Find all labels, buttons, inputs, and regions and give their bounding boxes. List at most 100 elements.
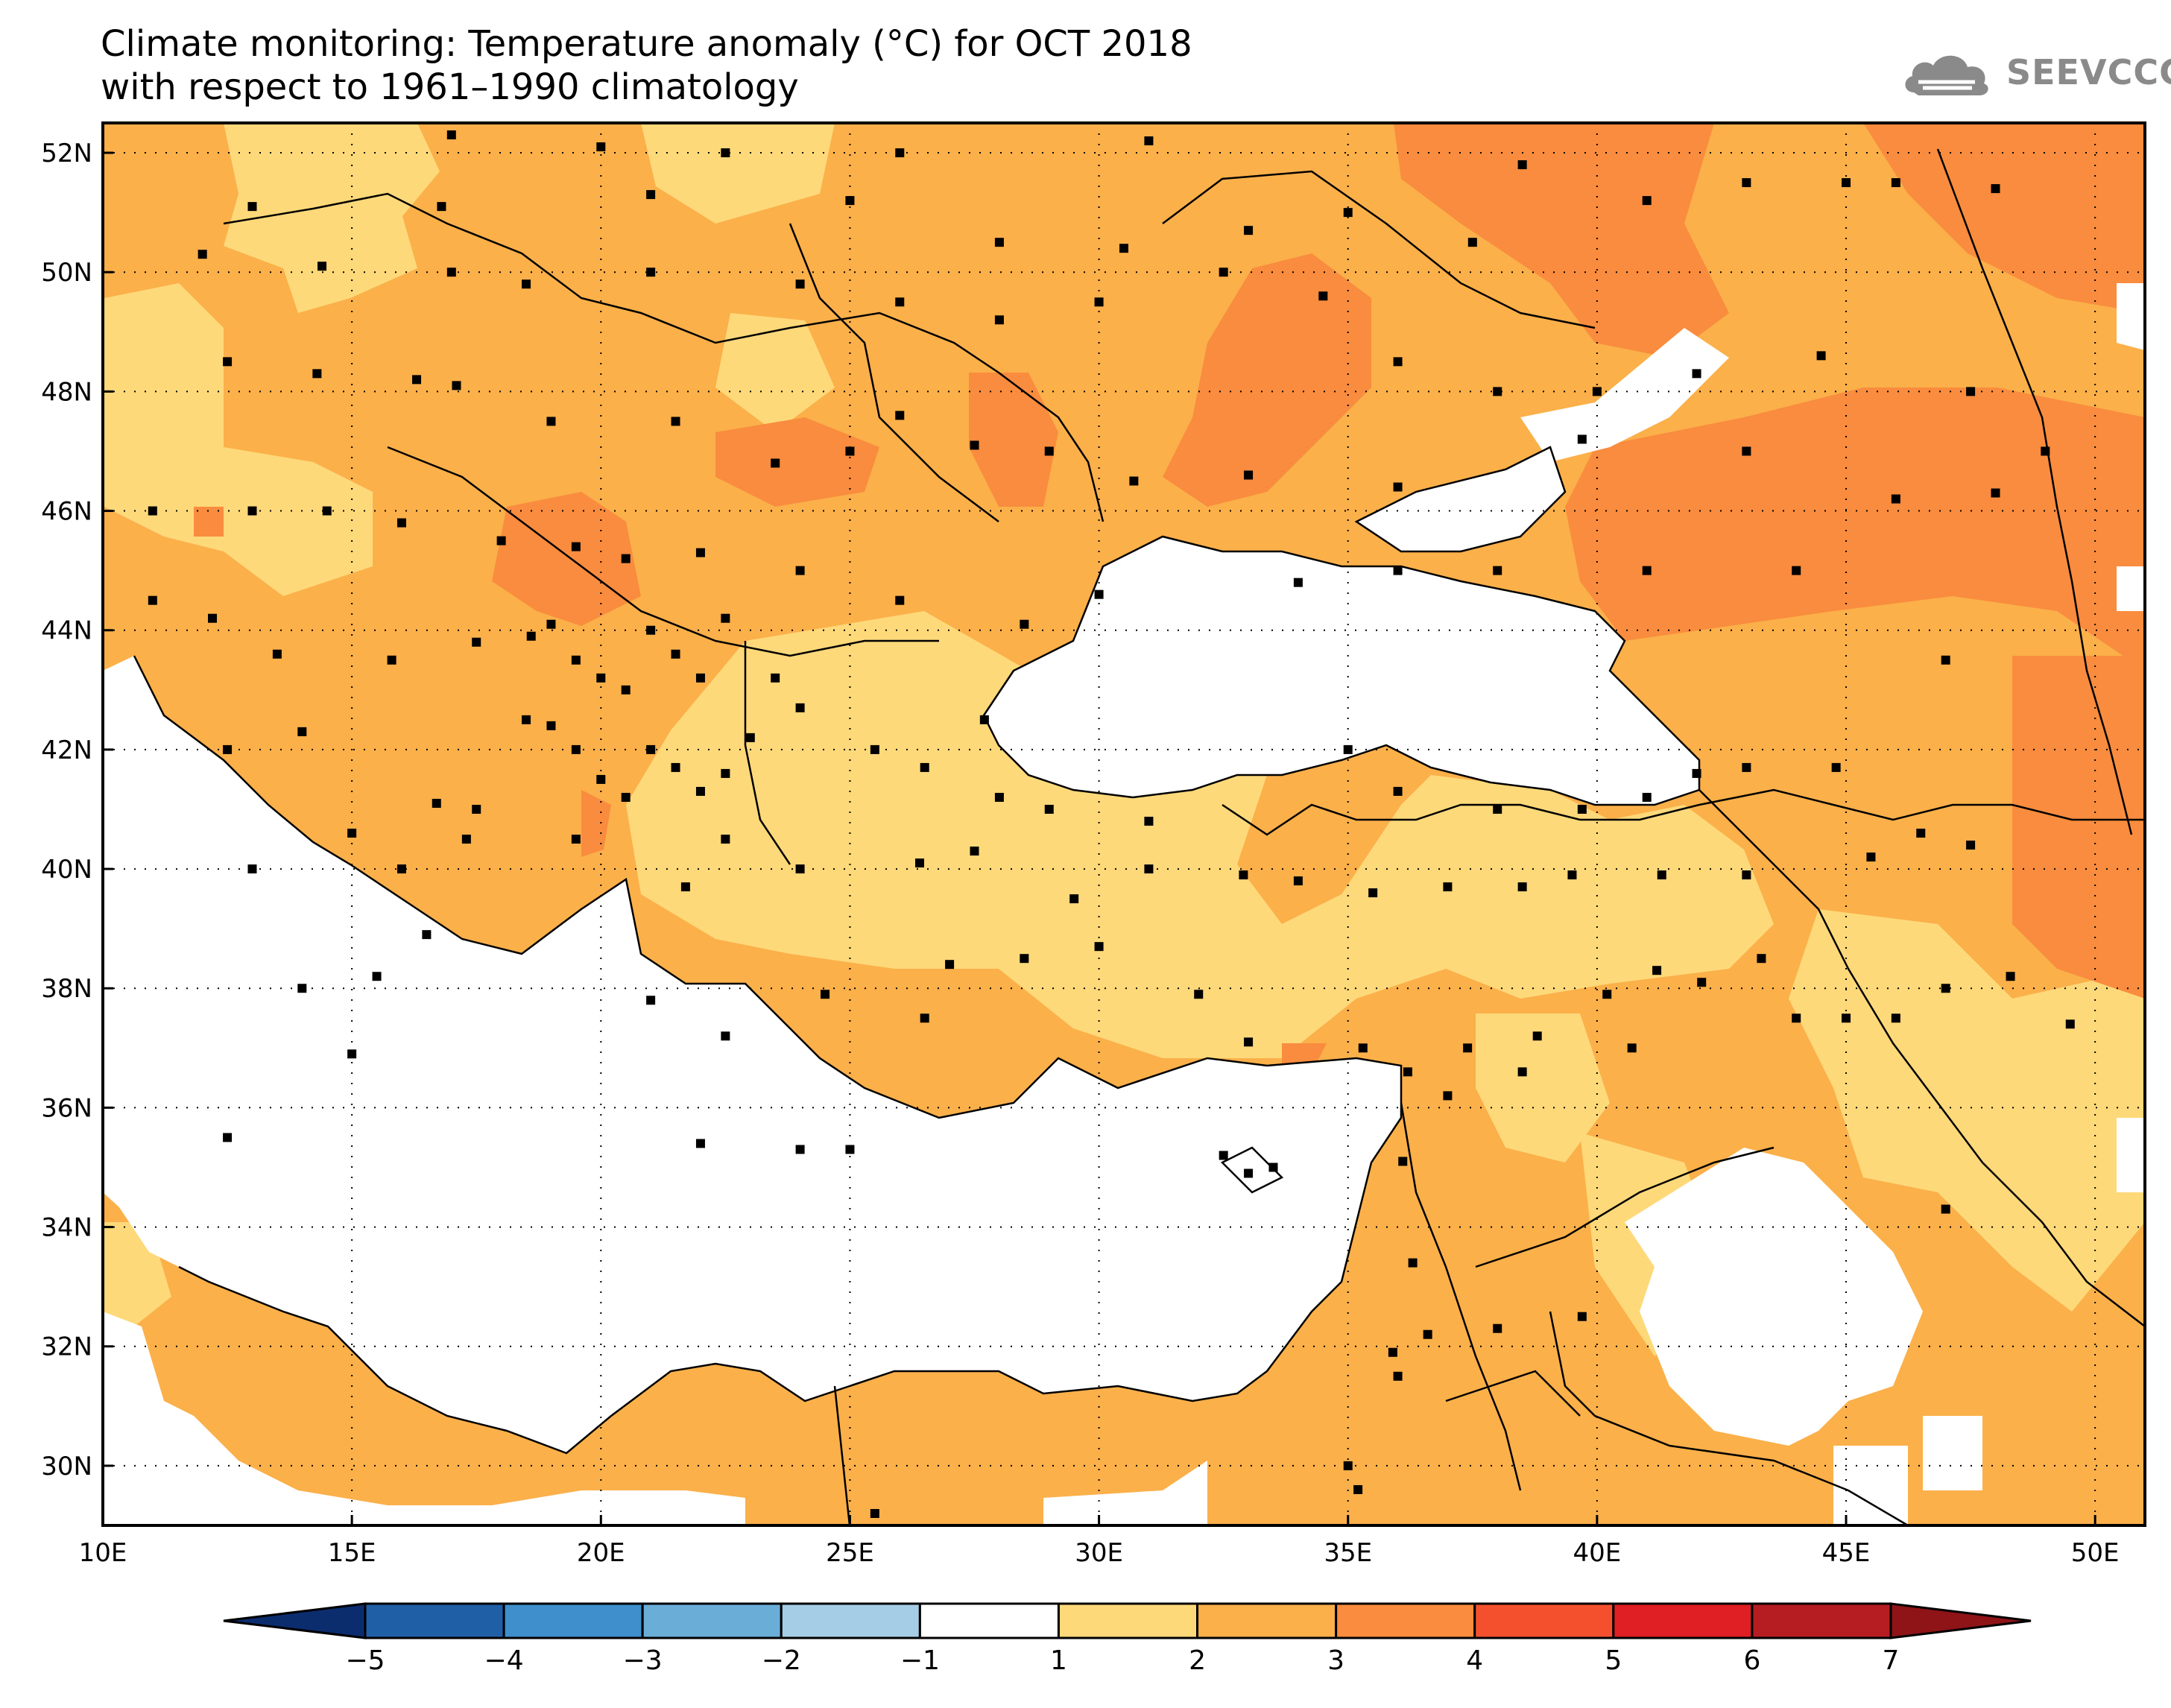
station-marker <box>970 847 979 856</box>
station-marker <box>148 506 157 516</box>
station-marker <box>1642 792 1652 802</box>
station-marker <box>646 268 656 277</box>
legend-swatch <box>1751 1602 1892 1639</box>
station-marker <box>821 990 830 999</box>
lat-tick-label: 32N <box>41 1332 92 1362</box>
station-marker <box>1742 870 1751 880</box>
station-marker <box>795 566 805 575</box>
station-marker <box>845 446 855 456</box>
station-marker <box>546 619 556 629</box>
map-field <box>103 123 2145 1525</box>
station-marker <box>1692 369 1701 379</box>
station-marker <box>546 721 556 730</box>
station-marker <box>795 279 805 289</box>
station-marker <box>396 864 406 874</box>
station-marker <box>571 835 581 844</box>
title-line-1: Climate monitoring: Temperature anomaly … <box>101 23 1192 65</box>
station-marker <box>1343 208 1353 218</box>
station-marker <box>1343 744 1353 754</box>
station-marker <box>970 440 979 450</box>
station-marker <box>472 804 481 814</box>
lon-tick-label: 40E <box>1573 1538 1622 1568</box>
station-marker <box>2006 972 2015 981</box>
station-marker <box>1866 853 1876 862</box>
station-marker <box>795 703 805 712</box>
lon-tick-label: 30E <box>1075 1538 1123 1568</box>
station-marker <box>1293 578 1303 587</box>
station-marker <box>1443 882 1453 892</box>
station-marker <box>1831 762 1841 772</box>
station-marker <box>208 613 218 623</box>
station-marker <box>1094 297 1104 307</box>
station-marker <box>297 984 307 993</box>
station-marker <box>1742 762 1751 772</box>
station-marker <box>1393 1371 1403 1381</box>
lon-tick-label: 15E <box>328 1538 376 1568</box>
station-marker <box>1318 291 1328 301</box>
legend-label: −1 <box>900 1645 940 1676</box>
station-marker <box>695 786 705 796</box>
station-marker <box>994 792 1004 802</box>
station-marker <box>148 595 157 605</box>
lat-tick-label: 46N <box>41 497 92 527</box>
cloud-icon <box>1905 55 1988 95</box>
station-marker <box>945 960 955 970</box>
station-marker <box>1991 184 2000 194</box>
legend-arrow-high <box>1889 1602 2032 1639</box>
station-marker <box>1941 655 1950 665</box>
legend-swatch <box>918 1602 1060 1639</box>
station-marker <box>2041 446 2050 456</box>
station-marker <box>1293 876 1303 886</box>
station-marker <box>771 673 780 683</box>
station-marker <box>1393 357 1403 367</box>
lat-tick-label: 38N <box>41 974 92 1004</box>
station-marker <box>446 268 456 277</box>
station-marker <box>1398 1157 1408 1166</box>
legend-swatch <box>364 1602 505 1639</box>
station-marker <box>671 417 680 426</box>
station-marker <box>1443 1091 1453 1101</box>
station-marker <box>223 1133 233 1142</box>
station-marker <box>721 613 730 623</box>
station-marker <box>1991 488 2000 498</box>
legend-label: 5 <box>1605 1645 1622 1676</box>
station-marker <box>1697 978 1707 987</box>
station-marker <box>387 655 396 665</box>
lon-tick-label: 50E <box>2071 1538 2120 1568</box>
station-marker <box>412 375 422 385</box>
station-marker <box>1393 786 1403 796</box>
station-marker <box>1842 178 1851 188</box>
legend-swatch <box>780 1602 921 1639</box>
station-marker <box>1244 1037 1254 1047</box>
lat-tick-label: 30N <box>41 1452 92 1481</box>
station-marker <box>1403 1067 1412 1077</box>
station-marker <box>870 1508 879 1518</box>
station-marker <box>920 762 929 772</box>
legend-swatch <box>1196 1602 1338 1639</box>
station-marker <box>1692 768 1701 778</box>
legend-label: 1 <box>1050 1645 1067 1676</box>
station-marker <box>1219 268 1228 277</box>
station-marker <box>920 1013 929 1023</box>
station-marker <box>1577 1312 1587 1321</box>
station-marker <box>571 655 581 665</box>
station-marker <box>1642 566 1652 575</box>
station-marker <box>1742 178 1751 188</box>
station-marker <box>247 202 257 212</box>
station-marker <box>646 190 656 200</box>
station-marker <box>372 972 382 981</box>
coastlines-borders <box>133 148 2145 1525</box>
station-marker <box>895 297 905 307</box>
station-marker <box>721 835 730 844</box>
station-marker <box>646 744 656 754</box>
station-marker <box>546 417 556 426</box>
longitude-labels: 10E 15E 20E 25E 30E 35E 40E 45E 50E <box>79 1515 2120 1568</box>
station-marker <box>1493 1323 1502 1333</box>
station-markers <box>148 130 2075 1518</box>
legend-label: −4 <box>484 1645 524 1676</box>
station-marker <box>895 148 905 158</box>
station-marker <box>1652 966 1662 975</box>
station-marker <box>1094 589 1104 599</box>
station-marker <box>1792 1013 1801 1023</box>
station-marker <box>1423 1329 1432 1339</box>
